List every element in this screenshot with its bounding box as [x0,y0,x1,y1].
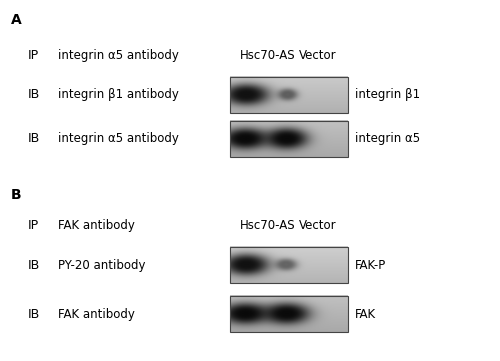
Text: IB: IB [28,308,40,321]
Text: Hsc70-AS: Hsc70-AS [240,219,296,232]
Text: integrin β1 antibody: integrin β1 antibody [58,88,178,101]
Text: IB: IB [28,132,40,145]
Text: IB: IB [28,88,40,101]
Text: FAK antibody: FAK antibody [58,308,134,321]
Text: Hsc70-AS: Hsc70-AS [240,49,296,62]
Text: Vector: Vector [298,49,337,62]
Text: FAK-P: FAK-P [355,259,386,272]
Text: IB: IB [28,259,40,272]
Text: Vector: Vector [298,219,337,232]
Text: FAK antibody: FAK antibody [58,219,134,232]
Text: FAK: FAK [355,308,376,321]
Text: IP: IP [28,219,38,232]
Text: IP: IP [28,49,38,62]
Text: integrin α5: integrin α5 [355,132,420,145]
Text: integrin α5 antibody: integrin α5 antibody [58,132,178,145]
Text: PY-20 antibody: PY-20 antibody [58,259,145,272]
Text: A: A [11,13,22,27]
Text: integrin β1: integrin β1 [355,88,420,101]
Text: integrin α5 antibody: integrin α5 antibody [58,49,178,62]
Text: B: B [11,188,22,202]
